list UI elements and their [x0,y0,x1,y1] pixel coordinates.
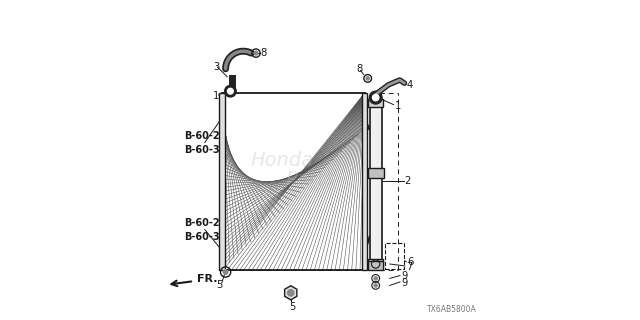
Text: 5: 5 [289,302,296,312]
Circle shape [369,91,382,104]
Text: Parts: Parts [285,170,335,189]
Text: B-60-2
B-60-3: B-60-2 B-60-3 [184,131,220,155]
Bar [369,99,383,107]
Text: B-60-2
B-60-3: B-60-2 B-60-3 [184,218,220,242]
Text: 7: 7 [406,261,412,272]
Circle shape [225,85,236,97]
Circle shape [372,94,379,101]
Circle shape [228,88,234,94]
Circle shape [374,284,378,287]
Bar [385,243,404,269]
Text: 4: 4 [406,80,412,90]
Text: 3: 3 [212,62,219,72]
Circle shape [223,270,228,274]
Bar [223,93,365,270]
Text: 1: 1 [212,91,219,101]
Text: 5: 5 [216,280,222,290]
Polygon shape [285,286,297,300]
Text: 9: 9 [401,271,407,281]
Bar [219,93,225,270]
Text: TX6AB5800A: TX6AB5800A [427,305,477,314]
Bar [223,93,365,270]
Text: 1: 1 [395,100,401,111]
Bar [369,259,383,267]
Circle shape [254,51,258,55]
Bar [362,93,367,270]
Text: 6: 6 [408,257,413,268]
Text: FR.: FR. [172,274,218,286]
Circle shape [374,277,378,280]
Bar [367,168,384,178]
Text: 8: 8 [356,64,363,74]
Text: 9: 9 [401,277,407,288]
Circle shape [287,290,294,296]
Text: 8: 8 [260,48,267,58]
Bar [369,261,383,270]
Circle shape [366,77,369,80]
Text: Honda: Honda [250,150,313,170]
Text: 2: 2 [404,176,410,186]
Bar [370,101,382,261]
